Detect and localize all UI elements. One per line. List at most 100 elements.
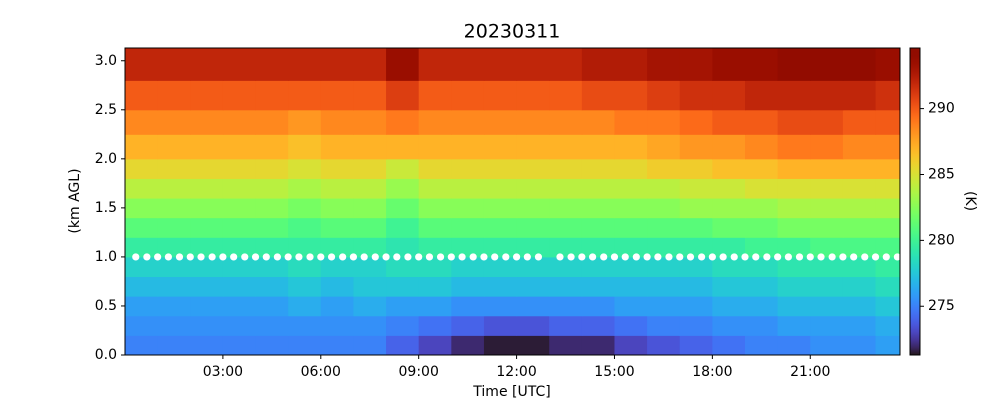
heatmap-cell (581, 178, 615, 199)
heatmap-cell (451, 48, 485, 81)
heatmap-cell (745, 109, 779, 135)
marker (882, 253, 890, 261)
heatmap-cell (451, 276, 485, 297)
heatmap-cell (777, 158, 811, 179)
heatmap-cell (549, 335, 583, 355)
heatmap-cell (157, 109, 191, 135)
heatmap-cell (516, 296, 550, 317)
heatmap-cell (125, 134, 159, 160)
heatmap-cell (418, 198, 452, 219)
heatmap-cell (222, 237, 257, 258)
heatmap-cell (679, 80, 713, 111)
heatmap-cell (125, 198, 159, 219)
heatmap-cell (222, 158, 257, 179)
heatmap-cell (712, 217, 746, 238)
heatmap-cell (679, 198, 713, 219)
heatmap-cell (451, 256, 485, 278)
heatmap-cell (255, 335, 289, 355)
marker (578, 253, 586, 261)
marker (262, 253, 270, 261)
heatmap-cell (483, 296, 518, 317)
heatmap-cell (647, 134, 681, 160)
heatmap-cell (157, 315, 191, 336)
y-tick-label: 3.0 (95, 53, 117, 69)
heatmap-cell (549, 296, 583, 317)
heatmap-cell (157, 158, 191, 179)
heatmap-cell (418, 256, 452, 278)
marker (698, 253, 706, 261)
heatmap-cell (875, 134, 900, 160)
heatmap-cell (353, 296, 387, 317)
marker (502, 253, 510, 261)
heatmap-cell (549, 237, 583, 258)
heatmap-cell (712, 134, 746, 160)
heatmap-cell (451, 296, 485, 317)
heatmap-cell (712, 237, 746, 258)
heatmap-cell (777, 296, 811, 317)
heatmap-cell (125, 178, 159, 199)
marker (632, 253, 640, 261)
heatmap-cell (157, 276, 191, 297)
marker (143, 253, 151, 261)
heatmap-cell (190, 178, 224, 199)
heatmap-cell (516, 48, 550, 81)
heatmap-cell (516, 256, 550, 278)
heatmap-cell (320, 315, 354, 336)
heatmap-cell (255, 198, 289, 219)
y-tick-label: 0.5 (95, 298, 117, 314)
heatmap-cell (288, 296, 322, 317)
heatmap-cell (353, 276, 387, 297)
heatmap-cell (255, 158, 289, 179)
heatmap-cell (745, 134, 779, 160)
heatmap-cell (842, 296, 877, 317)
marker (480, 253, 488, 261)
heatmap-cell (842, 178, 877, 199)
heatmap-cell (777, 256, 811, 278)
x-tick-label: 21:00 (790, 364, 830, 380)
heatmap-cell (614, 237, 648, 258)
marker (371, 253, 379, 261)
heatmap-cell (745, 276, 779, 297)
heatmap-cell (157, 134, 191, 160)
heatmap-cell (451, 198, 485, 219)
heatmap-cell (418, 48, 452, 81)
colorbar-tick-label: 290 (928, 101, 955, 117)
heatmap-cell (451, 109, 485, 135)
heatmap-cell (288, 256, 322, 278)
heatmap-cell (810, 276, 844, 297)
heatmap-cell (320, 256, 354, 278)
chart-title: 20230311 (464, 21, 561, 43)
heatmap-cell (320, 134, 354, 160)
heatmap-cell (647, 178, 681, 199)
heatmap-cell (451, 315, 485, 336)
heatmap-cell (777, 217, 811, 238)
heatmap-cell (614, 217, 648, 238)
heatmap-cell (875, 315, 900, 336)
heatmap-cell (777, 109, 811, 135)
heatmap-cell (614, 80, 648, 111)
heatmap-cell (483, 256, 518, 278)
heatmap-cell (386, 237, 420, 258)
heatmap-cell (516, 178, 550, 199)
heatmap-cell (190, 276, 224, 297)
heatmap-cell (222, 217, 257, 238)
heatmap-cell (745, 335, 779, 355)
heatmap-cell (712, 315, 746, 336)
marker (763, 253, 771, 261)
heatmap-cell (679, 296, 713, 317)
marker (175, 253, 184, 261)
heatmap-cell (288, 315, 322, 336)
heatmap-cell (255, 296, 289, 317)
heatmap-cell (353, 217, 387, 238)
marker (806, 253, 814, 261)
marker (219, 253, 227, 261)
heatmap-cell (842, 48, 877, 81)
heatmap-cell (745, 158, 779, 179)
heatmap-cell (581, 80, 615, 111)
marker (425, 253, 434, 261)
heatmap-cell (222, 335, 257, 355)
heatmap-cell (810, 217, 844, 238)
heatmap-cell (745, 296, 779, 317)
heatmap-cell (353, 237, 387, 258)
heatmap-cell (157, 237, 191, 258)
